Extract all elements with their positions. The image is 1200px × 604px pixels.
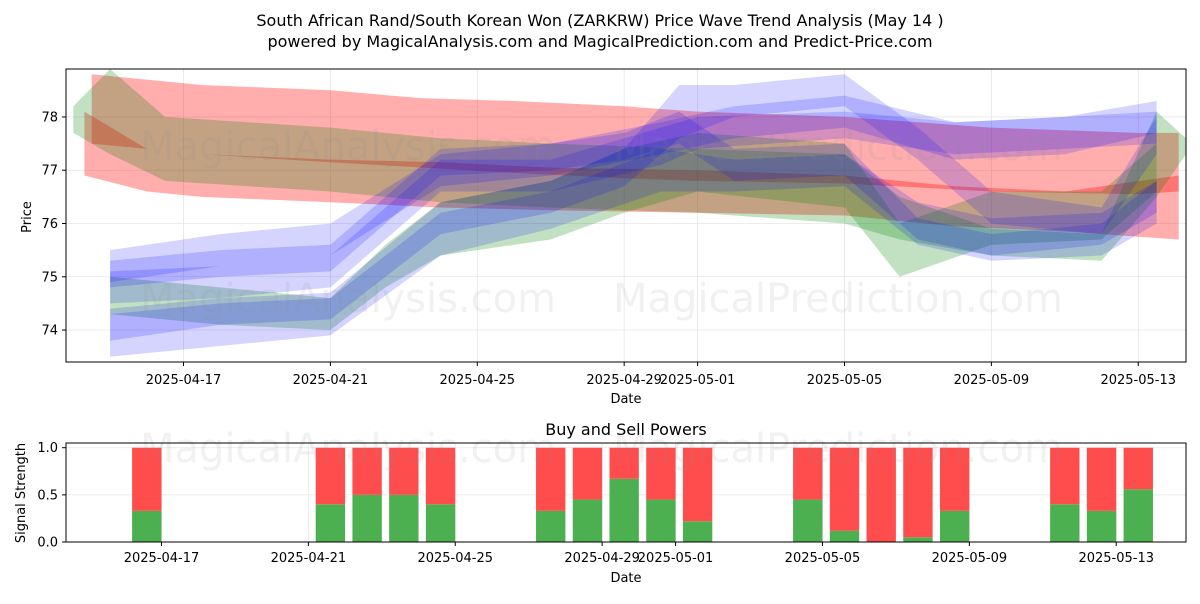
buy-power-bar — [609, 478, 639, 542]
buy-power-bar — [903, 537, 933, 542]
power-x-ticks: 2025-04-17 2025-04-21 2025-04-25 2025-04-29… — [124, 542, 1154, 566]
power-y-tick-label: 1.0 — [37, 441, 58, 456]
price-y-tick-label: 77 — [41, 164, 58, 179]
buy-power-bar — [389, 494, 419, 542]
price-x-tick-label: 2025-04-21 — [293, 373, 369, 388]
power-x-tick-label: 2025-04-25 — [417, 551, 493, 566]
power-x-tick-label: 2025-05-05 — [785, 551, 861, 566]
sell-power-bar — [389, 447, 419, 495]
sell-power-bar — [903, 447, 933, 538]
price-x-tick-label: 2025-05-05 — [807, 373, 883, 388]
power-x-tick-label: 2025-04-21 — [271, 551, 347, 566]
sell-power-bar — [609, 447, 639, 479]
bottom-chart-title: Buy and Sell Powers — [545, 420, 707, 439]
price-bands — [73, 69, 1186, 357]
price-grid — [66, 69, 1186, 362]
watermark-bottom-1: MagicalAnalysis.com — [140, 426, 556, 472]
price-band-blue-band-3 — [110, 111, 1157, 304]
price-band-blue-band-2 — [110, 74, 1157, 341]
price-x-tick-label: 2025-04-29 — [586, 373, 662, 388]
watermark-top-3: MagicalAnalysis.com — [140, 276, 556, 322]
power-x-tick-label: 2025-05-13 — [1078, 551, 1154, 566]
sell-power-bar — [132, 447, 162, 511]
watermark-top-2: MagicalPrediction.com — [613, 124, 1063, 170]
price-x-ticks: 2025-04-17 2025-04-21 2025-04-25 2025-04-29… — [146, 362, 1176, 388]
chart-title-line1: South African Rand/South Korean Won (ZAR… — [256, 11, 943, 30]
buy-power-bar — [536, 510, 566, 542]
buy-power-bar — [315, 504, 346, 542]
buy-power-bar — [793, 499, 823, 542]
buy-power-bar — [352, 494, 382, 542]
sell-power-bar — [536, 447, 566, 511]
power-bars — [132, 447, 1153, 542]
price-band-red-band-upper — [91, 74, 1179, 195]
chart-title-line2: powered by MagicalAnalysis.com and Magic… — [267, 32, 932, 51]
price-band-green-band-1 — [73, 69, 1186, 261]
price-y-axis-label: Price — [20, 201, 35, 233]
price-band-blue-band-1 — [110, 111, 1157, 288]
sell-power-bar — [939, 447, 970, 511]
sell-power-bar — [425, 447, 456, 505]
buy-power-bar — [132, 510, 162, 542]
sell-power-bar — [1123, 447, 1153, 490]
power-x-axis-label: Date — [610, 571, 641, 586]
sell-power-bar — [646, 447, 676, 500]
price-band-red-band-lower — [84, 111, 1179, 240]
sell-power-bar — [1086, 447, 1117, 511]
power-axes-frame — [65, 442, 1187, 543]
buy-power-bar — [1123, 489, 1153, 542]
price-y-tick-label: 74 — [41, 324, 58, 339]
price-wave-chart: MagicalAnalysis.com MagicalPrediction.co… — [20, 68, 1187, 407]
price-y-tick-label: 75 — [41, 270, 58, 285]
price-band-green-band-2 — [110, 132, 1157, 330]
power-y-ticks: 0.0 0.5 1.0 — [37, 441, 66, 551]
price-x-tick-label: 2025-05-09 — [954, 373, 1030, 388]
price-x-tick-label: 2025-04-17 — [146, 373, 222, 388]
power-x-tick-label: 2025-04-17 — [124, 551, 200, 566]
buy-power-bar — [1086, 510, 1117, 542]
sell-power-bar — [1050, 447, 1080, 505]
price-band-blue-band-5 — [110, 95, 1157, 283]
sell-power-bar — [315, 447, 346, 505]
buy-power-bar — [646, 499, 676, 542]
power-y-tick-label: 0.0 — [37, 536, 58, 551]
price-x-tick-label: 2025-05-01 — [660, 373, 736, 388]
price-y-tick-label: 78 — [41, 110, 58, 125]
buy-power-bar — [829, 530, 860, 542]
sell-power-bar — [793, 447, 823, 500]
price-y-ticks: 74 75 76 77 78 — [41, 110, 66, 339]
sell-power-bar — [866, 447, 896, 542]
buy-power-bar — [682, 521, 713, 542]
price-x-tick-label: 2025-04-25 — [439, 373, 515, 388]
power-y-tick-label: 0.5 — [37, 488, 58, 503]
sell-power-bar — [829, 447, 860, 531]
sell-power-bar — [352, 447, 382, 495]
price-band-blue-band-4 — [110, 148, 1157, 357]
price-y-tick-label: 76 — [41, 217, 58, 232]
sell-power-bar — [682, 447, 713, 522]
power-x-tick-label: 2025-04-29 — [564, 551, 640, 566]
buy-power-bar — [572, 499, 603, 542]
sell-power-bar — [572, 447, 603, 500]
price-x-tick-label: 2025-05-13 — [1100, 373, 1176, 388]
buy-sell-power-chart: Buy and Sell Powers MagicalAnalysis.com … — [14, 420, 1187, 586]
buy-power-bar — [425, 504, 456, 542]
watermark-top-4: MagicalPrediction.com — [613, 276, 1063, 322]
power-x-tick-label: 2025-05-01 — [638, 551, 714, 566]
power-y-axis-label: Signal Strength — [14, 443, 29, 543]
price-axes-frame — [65, 68, 1187, 363]
buy-power-bar — [939, 510, 970, 542]
buy-power-bar — [1050, 504, 1080, 542]
watermark-bottom-2: MagicalPrediction.com — [613, 426, 1063, 472]
power-x-tick-label: 2025-05-09 — [932, 551, 1008, 566]
watermark-top-1: MagicalAnalysis.com — [140, 124, 556, 170]
price-x-axis-label: Date — [610, 392, 641, 407]
